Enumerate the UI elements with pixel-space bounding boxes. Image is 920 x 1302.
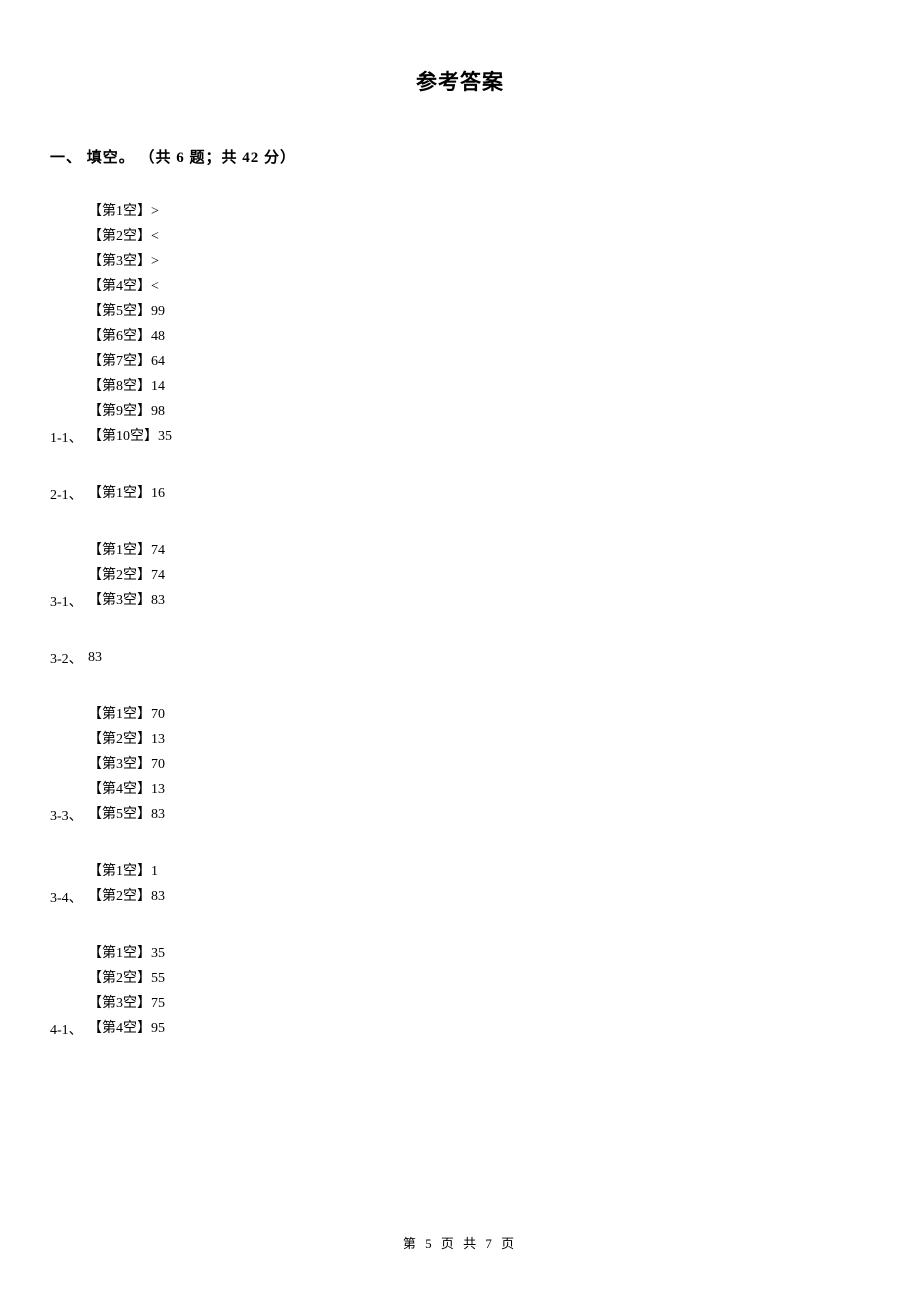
- question-number: 3-3、: [50, 805, 88, 827]
- answer-lines: 【第1空】70 【第2空】13 【第3空】70 【第4空】13 【第5空】83: [88, 702, 165, 827]
- answer-line: 【第6空】48: [88, 324, 172, 349]
- answer-line: 【第8空】14: [88, 374, 172, 399]
- answer-lines: 【第1空】35 【第2空】55 【第3空】75 【第4空】95: [88, 941, 165, 1041]
- page-footer: 第 5 页 共 7 页: [0, 1233, 920, 1252]
- answer-line: 【第5空】83: [88, 802, 165, 827]
- answer-group-3-1: 3-1、 【第1空】74 【第2空】74 【第3空】83: [50, 538, 920, 613]
- question-number: 1-1、: [50, 427, 88, 449]
- answer-line: 【第3空】75: [88, 991, 165, 1016]
- answer-line: 【第3空】>: [88, 249, 172, 274]
- answer-line: 【第2空】55: [88, 966, 165, 991]
- answer-line: 【第1空】70: [88, 702, 165, 727]
- answer-lines: 【第1空】16: [88, 481, 165, 506]
- answer-line: 【第2空】<: [88, 224, 172, 249]
- answer-line: 【第2空】13: [88, 727, 165, 752]
- section-header: 一、 填空。 （共 6 题；共 42 分）: [0, 96, 920, 167]
- answer-line: 【第1空】1: [88, 859, 165, 884]
- answer-group-4-1: 4-1、 【第1空】35 【第2空】55 【第3空】75 【第4空】95: [50, 941, 920, 1041]
- answer-line: 【第4空】95: [88, 1016, 165, 1041]
- answer-line: 【第3空】83: [88, 588, 165, 613]
- answer-group-3-3: 3-3、 【第1空】70 【第2空】13 【第3空】70 【第4空】13 【第5…: [50, 702, 920, 827]
- question-number: 2-1、: [50, 484, 88, 506]
- page-title: 参考答案: [0, 0, 920, 96]
- answer-line: 【第4空】13: [88, 777, 165, 802]
- answer-line: 【第10空】35: [88, 424, 172, 449]
- answer-line: 【第1空】>: [88, 199, 172, 224]
- answer-lines: 【第1空】1 【第2空】83: [88, 859, 165, 909]
- answer-line: 【第5空】99: [88, 299, 172, 324]
- answer-group-3-2: 3-2、 83: [50, 645, 920, 670]
- question-number: 3-4、: [50, 887, 88, 909]
- answer-line: 【第9空】98: [88, 399, 172, 424]
- answer-line: 【第1空】16: [88, 481, 165, 506]
- answer-line: 【第7空】64: [88, 349, 172, 374]
- answer-line: 【第4空】<: [88, 274, 172, 299]
- answer-line: 【第1空】35: [88, 941, 165, 966]
- answer-lines: 【第1空】74 【第2空】74 【第3空】83: [88, 538, 165, 613]
- answer-group-2-1: 2-1、 【第1空】16: [50, 481, 920, 506]
- question-number: 4-1、: [50, 1019, 88, 1041]
- answer-line: 【第2空】83: [88, 884, 165, 909]
- question-number: 3-2、: [50, 648, 88, 670]
- answer-line: 【第1空】74: [88, 538, 165, 563]
- answer-line: 83: [88, 645, 102, 670]
- answer-lines: 83: [88, 645, 102, 670]
- answer-lines: 【第1空】> 【第2空】< 【第3空】> 【第4空】< 【第5空】99 【第6空…: [88, 199, 172, 449]
- answer-block: 1-1、 【第1空】> 【第2空】< 【第3空】> 【第4空】< 【第5空】99…: [0, 199, 920, 1041]
- answer-group-3-4: 3-4、 【第1空】1 【第2空】83: [50, 859, 920, 909]
- answer-group-1-1: 1-1、 【第1空】> 【第2空】< 【第3空】> 【第4空】< 【第5空】99…: [50, 199, 920, 449]
- answer-line: 【第3空】70: [88, 752, 165, 777]
- question-number: 3-1、: [50, 591, 88, 613]
- answer-line: 【第2空】74: [88, 563, 165, 588]
